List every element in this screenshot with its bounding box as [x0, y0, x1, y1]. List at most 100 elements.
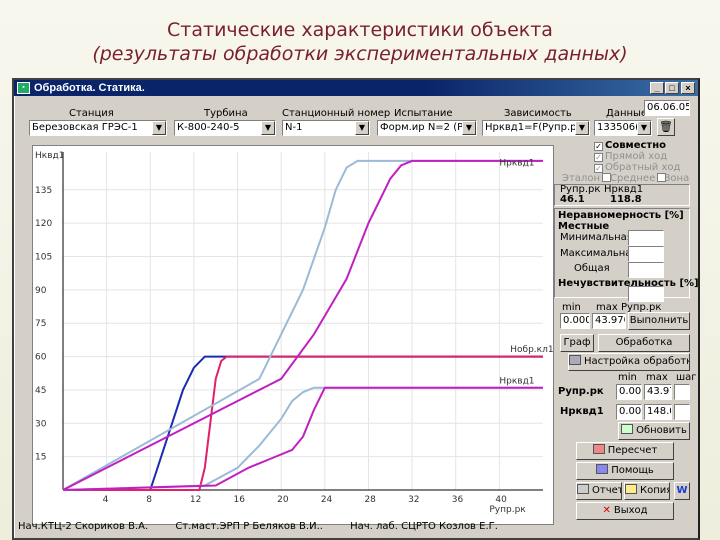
station-select[interactable]: Березовская ГРЭС-1 ▼ — [29, 120, 167, 136]
slide-title-line2: (результаты обработки экспериментальных … — [92, 43, 628, 65]
annotation-label: Нрквд1 — [499, 158, 534, 168]
processing-button[interactable]: Обработка — [598, 334, 690, 352]
range-min-label: min — [562, 302, 581, 313]
y-tick-label: 60 — [35, 353, 47, 363]
nonlinearity-overall-label: Общая — [574, 263, 610, 274]
nonlinearity-overall-field[interactable] — [628, 262, 664, 278]
chevron-down-icon[interactable]: ▼ — [462, 121, 476, 135]
option-standard[interactable]: Эталон — [562, 173, 613, 184]
test-label: Испытание — [394, 108, 453, 119]
copy-icon — [625, 484, 637, 494]
slide-title: Статические характеристики объекта (резу… — [0, 18, 720, 66]
range-max-field[interactable]: 43.970 — [592, 313, 626, 329]
x-tick-label: 8 — [146, 495, 152, 505]
x-tick-label: 28 — [364, 495, 376, 505]
x-tick-label: 24 — [321, 495, 333, 505]
x-tick-label: 12 — [190, 495, 201, 505]
chevron-down-icon[interactable]: ▼ — [355, 121, 369, 135]
slide-title-line1: Статические характеристики объекта — [167, 19, 553, 41]
station-number-label: Станционный номер — [282, 108, 391, 119]
exit-label: Выход — [613, 505, 648, 516]
x-tick-label: 16 — [234, 495, 246, 505]
y-tick-label: 15 — [35, 453, 46, 463]
station-label: Станция — [69, 108, 114, 119]
chevron-down-icon[interactable]: ▼ — [261, 121, 275, 135]
chevron-down-icon[interactable]: ▼ — [575, 121, 589, 135]
option-together-label: Совместно — [605, 140, 666, 151]
data-value: 133506(1) — [597, 122, 650, 133]
readout-col2-value: 118.8 — [610, 194, 642, 205]
dependency-select[interactable]: Нрквд1=F(Рупр.рк) ▼ — [482, 120, 590, 136]
station-number-select[interactable]: N-1 ▼ — [282, 120, 370, 136]
scale-row1-max[interactable]: 43.97 — [644, 384, 672, 400]
word-button[interactable]: W — [674, 482, 690, 500]
help-button[interactable]: Помощь — [576, 462, 674, 480]
status-signatory-3: Нач. лаб. СЦРТО Козлов Е.Г. — [350, 521, 498, 532]
refresh-button[interactable]: Обновить — [618, 422, 690, 440]
test-select[interactable]: Форм.ир N=2 (Ру ▼ — [377, 120, 477, 136]
status-signatory-2: Ст.маст.ЭРП Р Беляков В.И.. — [175, 521, 323, 532]
y-tick-label: 120 — [35, 219, 52, 229]
x-tick-label: 36 — [452, 495, 464, 505]
chevron-down-icon[interactable]: ▼ — [637, 121, 651, 135]
turbine-select[interactable]: К-800-240-5 ▼ — [174, 120, 276, 136]
scale-row1-step[interactable] — [674, 384, 690, 400]
graph-button[interactable]: Граф — [560, 334, 594, 352]
option-backward-label: Обратный ход — [605, 162, 681, 173]
chevron-down-icon[interactable]: ▼ — [152, 121, 166, 135]
insensitivity-field[interactable] — [628, 286, 664, 302]
minimize-button[interactable]: _ — [650, 82, 664, 94]
chart-svg: 15 30 45 60 75 90 105 120 135 4 8 12 16 20 24 28 32 36 40 Н… — [35, 151, 554, 515]
scale-row2-step[interactable] — [674, 404, 690, 420]
data-select[interactable]: 133506(1) ▼ — [594, 120, 652, 136]
dependency-label: Зависимость — [504, 108, 572, 119]
checkbox-icon — [657, 173, 667, 182]
chart-area: 15 30 45 60 75 90 105 120 135 4 8 12 16 20 24 28 32 36 40 Н… — [32, 145, 554, 525]
y-tick-label: 75 — [35, 319, 46, 329]
report-label: Отчет — [592, 485, 622, 496]
report-button[interactable]: Отчет — [576, 482, 622, 500]
turbine-value: К-800-240-5 — [177, 122, 240, 133]
status-signatory-1: Нач.КТЦ-2 Скориков В.А. — [18, 521, 149, 532]
run-button[interactable]: Выполнить — [628, 312, 690, 330]
maximize-button[interactable]: □ — [665, 82, 679, 94]
option-forward[interactable]: ✓ Прямой ход — [594, 151, 667, 162]
exit-button[interactable]: ✕ Выход — [576, 502, 674, 520]
recalc-button[interactable]: Пересчет — [576, 442, 674, 460]
data-date-field[interactable]: 06.06.05 — [644, 100, 690, 116]
data-label: Данные — [606, 108, 648, 119]
copy-button[interactable]: Копия — [624, 482, 670, 500]
dependency-value: Нрквд1=F(Рупр.рк) — [485, 122, 587, 133]
recalc-label: Пересчет — [607, 445, 658, 456]
nonlinearity-maximal-field[interactable] — [628, 246, 664, 262]
scale-row1-min[interactable]: 0.000 — [616, 384, 642, 400]
delete-button[interactable]: 🗑 — [657, 118, 675, 136]
option-average[interactable]: Среднее — [610, 173, 668, 184]
close-button[interactable]: × — [681, 82, 695, 94]
x-tick-label: 4 — [103, 495, 109, 505]
series-line — [63, 355, 543, 491]
close-x-icon: ✕ — [602, 505, 611, 516]
range-min-field[interactable]: 0.000 — [560, 313, 590, 329]
option-together[interactable]: ✓ Совместно — [594, 140, 666, 151]
calculator-icon — [592, 444, 605, 454]
processing-setup-button[interactable]: Настройка обработки — [568, 353, 690, 371]
nonlinearity-minimal-field[interactable] — [628, 230, 664, 246]
x-tick-label: 20 — [277, 495, 289, 505]
window-title: Обработка. Статика. — [34, 82, 145, 94]
option-backward[interactable]: ✓ Обратный ход — [594, 162, 680, 173]
insensitivity-label: Нечувствительность [%] — [558, 278, 699, 289]
scale-row2-min[interactable]: 0.000 — [616, 404, 642, 420]
scale-row2-max[interactable]: 148.0 — [644, 404, 672, 420]
refresh-label: Обновить — [636, 425, 687, 436]
y-tick-label: 90 — [35, 286, 47, 296]
y-tick-label: 45 — [35, 386, 46, 396]
nonlinearity-local: Местные — [558, 221, 610, 232]
nonlinearity-minimal-label: Минимальная — [560, 232, 633, 243]
option-zone-label: Зона — [664, 173, 690, 184]
series-line — [62, 386, 543, 491]
option-forward-label: Прямой ход — [605, 151, 668, 162]
option-zone[interactable]: Зона — [664, 173, 689, 184]
settings-icon — [569, 355, 581, 365]
y-tick-label: 105 — [35, 253, 52, 263]
